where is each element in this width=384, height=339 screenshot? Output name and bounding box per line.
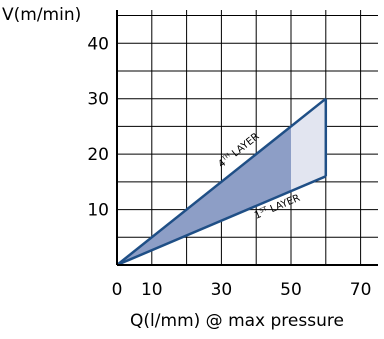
series-lines — [116, 97, 328, 267]
x-tick-label: 50 — [280, 280, 302, 300]
light-fill-region — [291, 98, 326, 192]
upper-layer-line — [116, 97, 327, 266]
upper-layer-label-number: 4 — [216, 158, 228, 171]
x-tick-label: 30 — [211, 280, 233, 300]
x-tick-label: 10 — [141, 280, 163, 300]
y-tick-label: 10 — [87, 201, 109, 221]
lower-layer-label-sup: ST — [259, 205, 269, 214]
y-axis-title: V(m/min) — [2, 5, 81, 25]
tick-labels: 10 20 30 40 0 10 30 50 70 — [87, 34, 371, 300]
axes — [116, 10, 378, 266]
y-tick-label: 20 — [87, 145, 109, 165]
y-tick-label: 40 — [87, 34, 109, 54]
y-tick-label: 30 — [87, 90, 109, 110]
x-axis-title: Q(l/mm) @ max pressure — [130, 311, 344, 331]
x-tick-label: 0 — [112, 280, 123, 300]
lower-layer-line — [116, 175, 327, 267]
x-tick-label: 70 — [350, 280, 372, 300]
lower-layer-label-number: 1 — [253, 209, 263, 222]
upper-layer-label-sup: TH — [220, 152, 232, 163]
